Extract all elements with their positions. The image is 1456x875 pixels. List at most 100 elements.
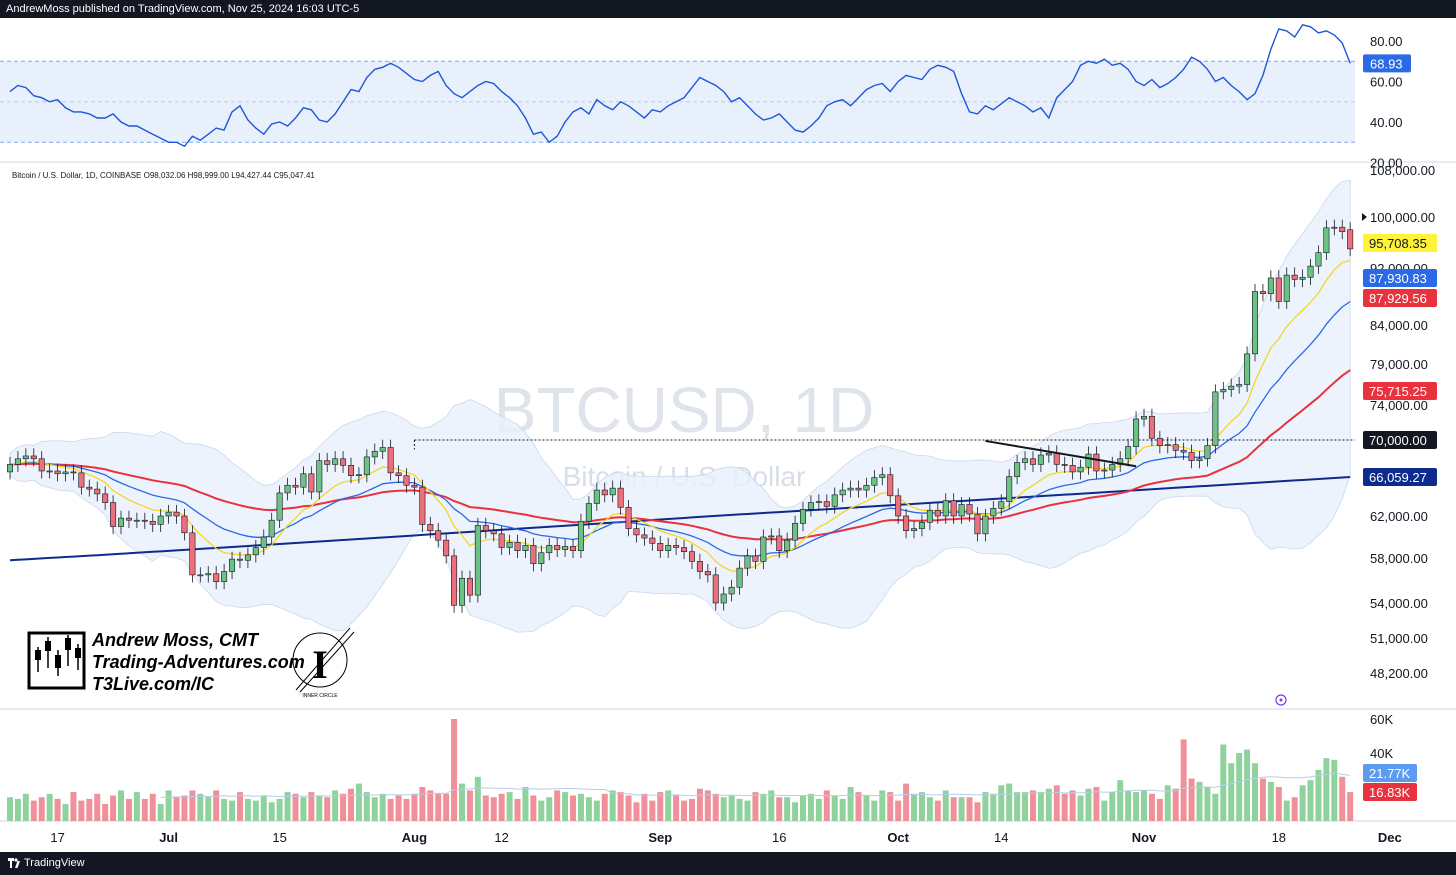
candle-body (887, 474, 894, 497)
price-tag (1363, 382, 1437, 400)
candle-body (728, 586, 735, 595)
volume-bar (1164, 785, 1171, 821)
volume-bar (704, 790, 711, 821)
candle-body (863, 484, 870, 491)
branding-logo (27, 631, 86, 690)
candle-body (181, 515, 188, 534)
volume-bar (530, 795, 537, 821)
candle-body (78, 472, 85, 488)
candle-body (1053, 452, 1060, 465)
logo-body (35, 650, 41, 660)
author-name: Andrew Moss, CMT (92, 630, 259, 650)
volume-bar (443, 793, 450, 821)
candle-body (1164, 444, 1171, 446)
candle-body (831, 494, 838, 507)
volume-bar (1236, 753, 1243, 821)
candle-body (411, 484, 418, 488)
author-link[interactable]: T3Live.com/IC (92, 674, 215, 694)
volume-bar (1212, 793, 1219, 821)
volume-tag-label: 16.83K (1369, 785, 1411, 800)
volume-bar (1220, 744, 1227, 821)
candle-body (157, 515, 164, 525)
time-tick-label: 18 (1272, 830, 1286, 845)
volume-bar (942, 790, 949, 821)
candle-body (1140, 416, 1147, 420)
candle-body (903, 515, 910, 531)
candle-body (1259, 291, 1266, 294)
volume-bar (403, 798, 410, 821)
candle-body (799, 508, 806, 524)
candle-body (792, 523, 799, 541)
tradingview-logo-icon (8, 858, 20, 868)
author-site[interactable]: Trading-Adventures.com (92, 652, 305, 672)
volume-bar (46, 793, 53, 821)
candle-body (1085, 453, 1092, 468)
chart-canvas[interactable]: 80.00 60.00 40.00 20.00 68.93 Bitcoin / U.S. … (0, 0, 1456, 852)
candle-body (1006, 476, 1013, 502)
inner-circle-seal: I INNER CIRCLE (292, 627, 355, 699)
candle-body (14, 458, 21, 465)
candle-body (482, 525, 489, 532)
candle-body (379, 447, 386, 452)
volume-bar (490, 797, 497, 821)
candle-body (141, 519, 148, 522)
volume-bar (62, 804, 69, 821)
candle-body (712, 574, 719, 604)
candle-body (1331, 226, 1338, 229)
candle-body (704, 571, 711, 576)
time-tick-label: Sep (648, 830, 672, 845)
candle-body (1148, 416, 1155, 439)
volume-bar (1006, 783, 1013, 821)
candle-body (300, 473, 307, 488)
volume-bar (546, 797, 553, 821)
candle-body (395, 472, 402, 476)
candle-body (522, 545, 529, 551)
volume-bar (1259, 778, 1266, 821)
volume-bar (934, 800, 941, 821)
volume-bar (681, 800, 688, 821)
candle-body (530, 545, 537, 564)
volume-bar (665, 790, 672, 821)
price-tag-label: 87,930.83 (1369, 271, 1427, 286)
volume-bar (300, 797, 307, 821)
volume-bar (688, 798, 695, 821)
volume-bar (982, 792, 989, 821)
volume-bar (221, 798, 228, 821)
candle-body (213, 573, 220, 582)
volume-bar (696, 788, 703, 821)
time-tick-label: 14 (994, 830, 1008, 845)
candle-body (514, 541, 521, 551)
rsi-value-label: 68.93 (1370, 56, 1403, 71)
volume-bar (538, 800, 545, 821)
volume-bar (673, 795, 680, 821)
volume-tick-label: 40K (1370, 746, 1393, 761)
add-alert-icon (1275, 694, 1287, 706)
candle-body (1252, 291, 1259, 355)
price-tick-label: 79,000.00 (1370, 357, 1428, 372)
volume-bar (371, 797, 378, 821)
volume-bar (1315, 770, 1322, 821)
volume-bar (141, 798, 148, 821)
candle-body (950, 500, 957, 517)
price-tick-label: 84,000.00 (1370, 318, 1428, 333)
volume-bar (1053, 785, 1060, 821)
candle-body (696, 561, 703, 572)
volume-bar (720, 797, 727, 821)
price-tag-label: 70,000.00 (1369, 433, 1427, 448)
candle-body (1212, 391, 1219, 446)
candle-body (641, 534, 648, 539)
volume-bar (601, 793, 608, 821)
volume-bar (157, 804, 164, 821)
candle-body (538, 552, 545, 564)
volume-bar (252, 800, 259, 821)
volume-bar (554, 790, 561, 821)
volume-bar (1109, 792, 1116, 821)
volume-bar (1140, 790, 1147, 821)
candle-body (1267, 277, 1274, 294)
volume-bar (205, 797, 212, 821)
volume-bar (181, 795, 188, 821)
price-tag (1363, 234, 1437, 252)
volume-bar (340, 793, 347, 821)
volume-bar (86, 798, 93, 821)
candle-body (768, 535, 775, 538)
